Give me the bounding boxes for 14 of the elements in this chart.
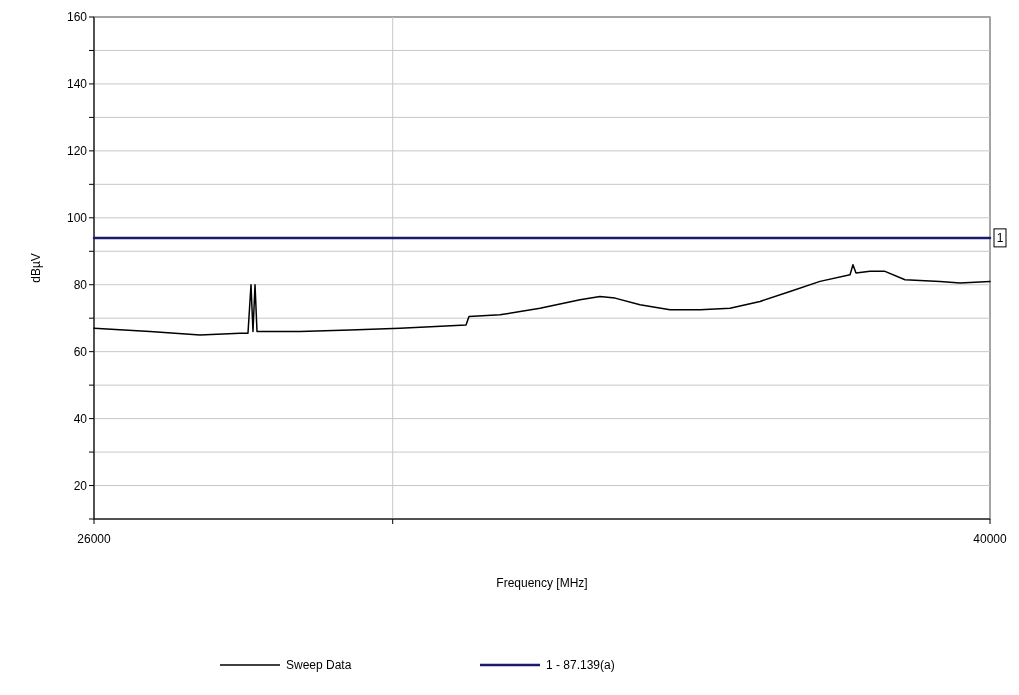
legend-label: Sweep Data xyxy=(286,658,352,673)
y-tick-label: 20 xyxy=(73,478,88,493)
y-tick-label: 100 xyxy=(66,211,88,225)
y-tick-label: 160 xyxy=(66,10,88,25)
legend-label: 1 - 87.139(a) xyxy=(546,658,615,673)
y-tick-label: 80 xyxy=(73,277,88,292)
y-axis-title: dBµV xyxy=(29,253,43,283)
x-tick-label: 40000 xyxy=(973,532,1008,546)
y-tick-label: 120 xyxy=(66,144,88,159)
y-tick-label: 60 xyxy=(73,344,88,359)
y-tick-label: 140 xyxy=(66,77,88,92)
x-axis-title: Frequency [MHz] xyxy=(496,576,588,590)
x-tick-label: 26000 xyxy=(77,532,112,546)
y-tick-label: 40 xyxy=(73,411,88,426)
